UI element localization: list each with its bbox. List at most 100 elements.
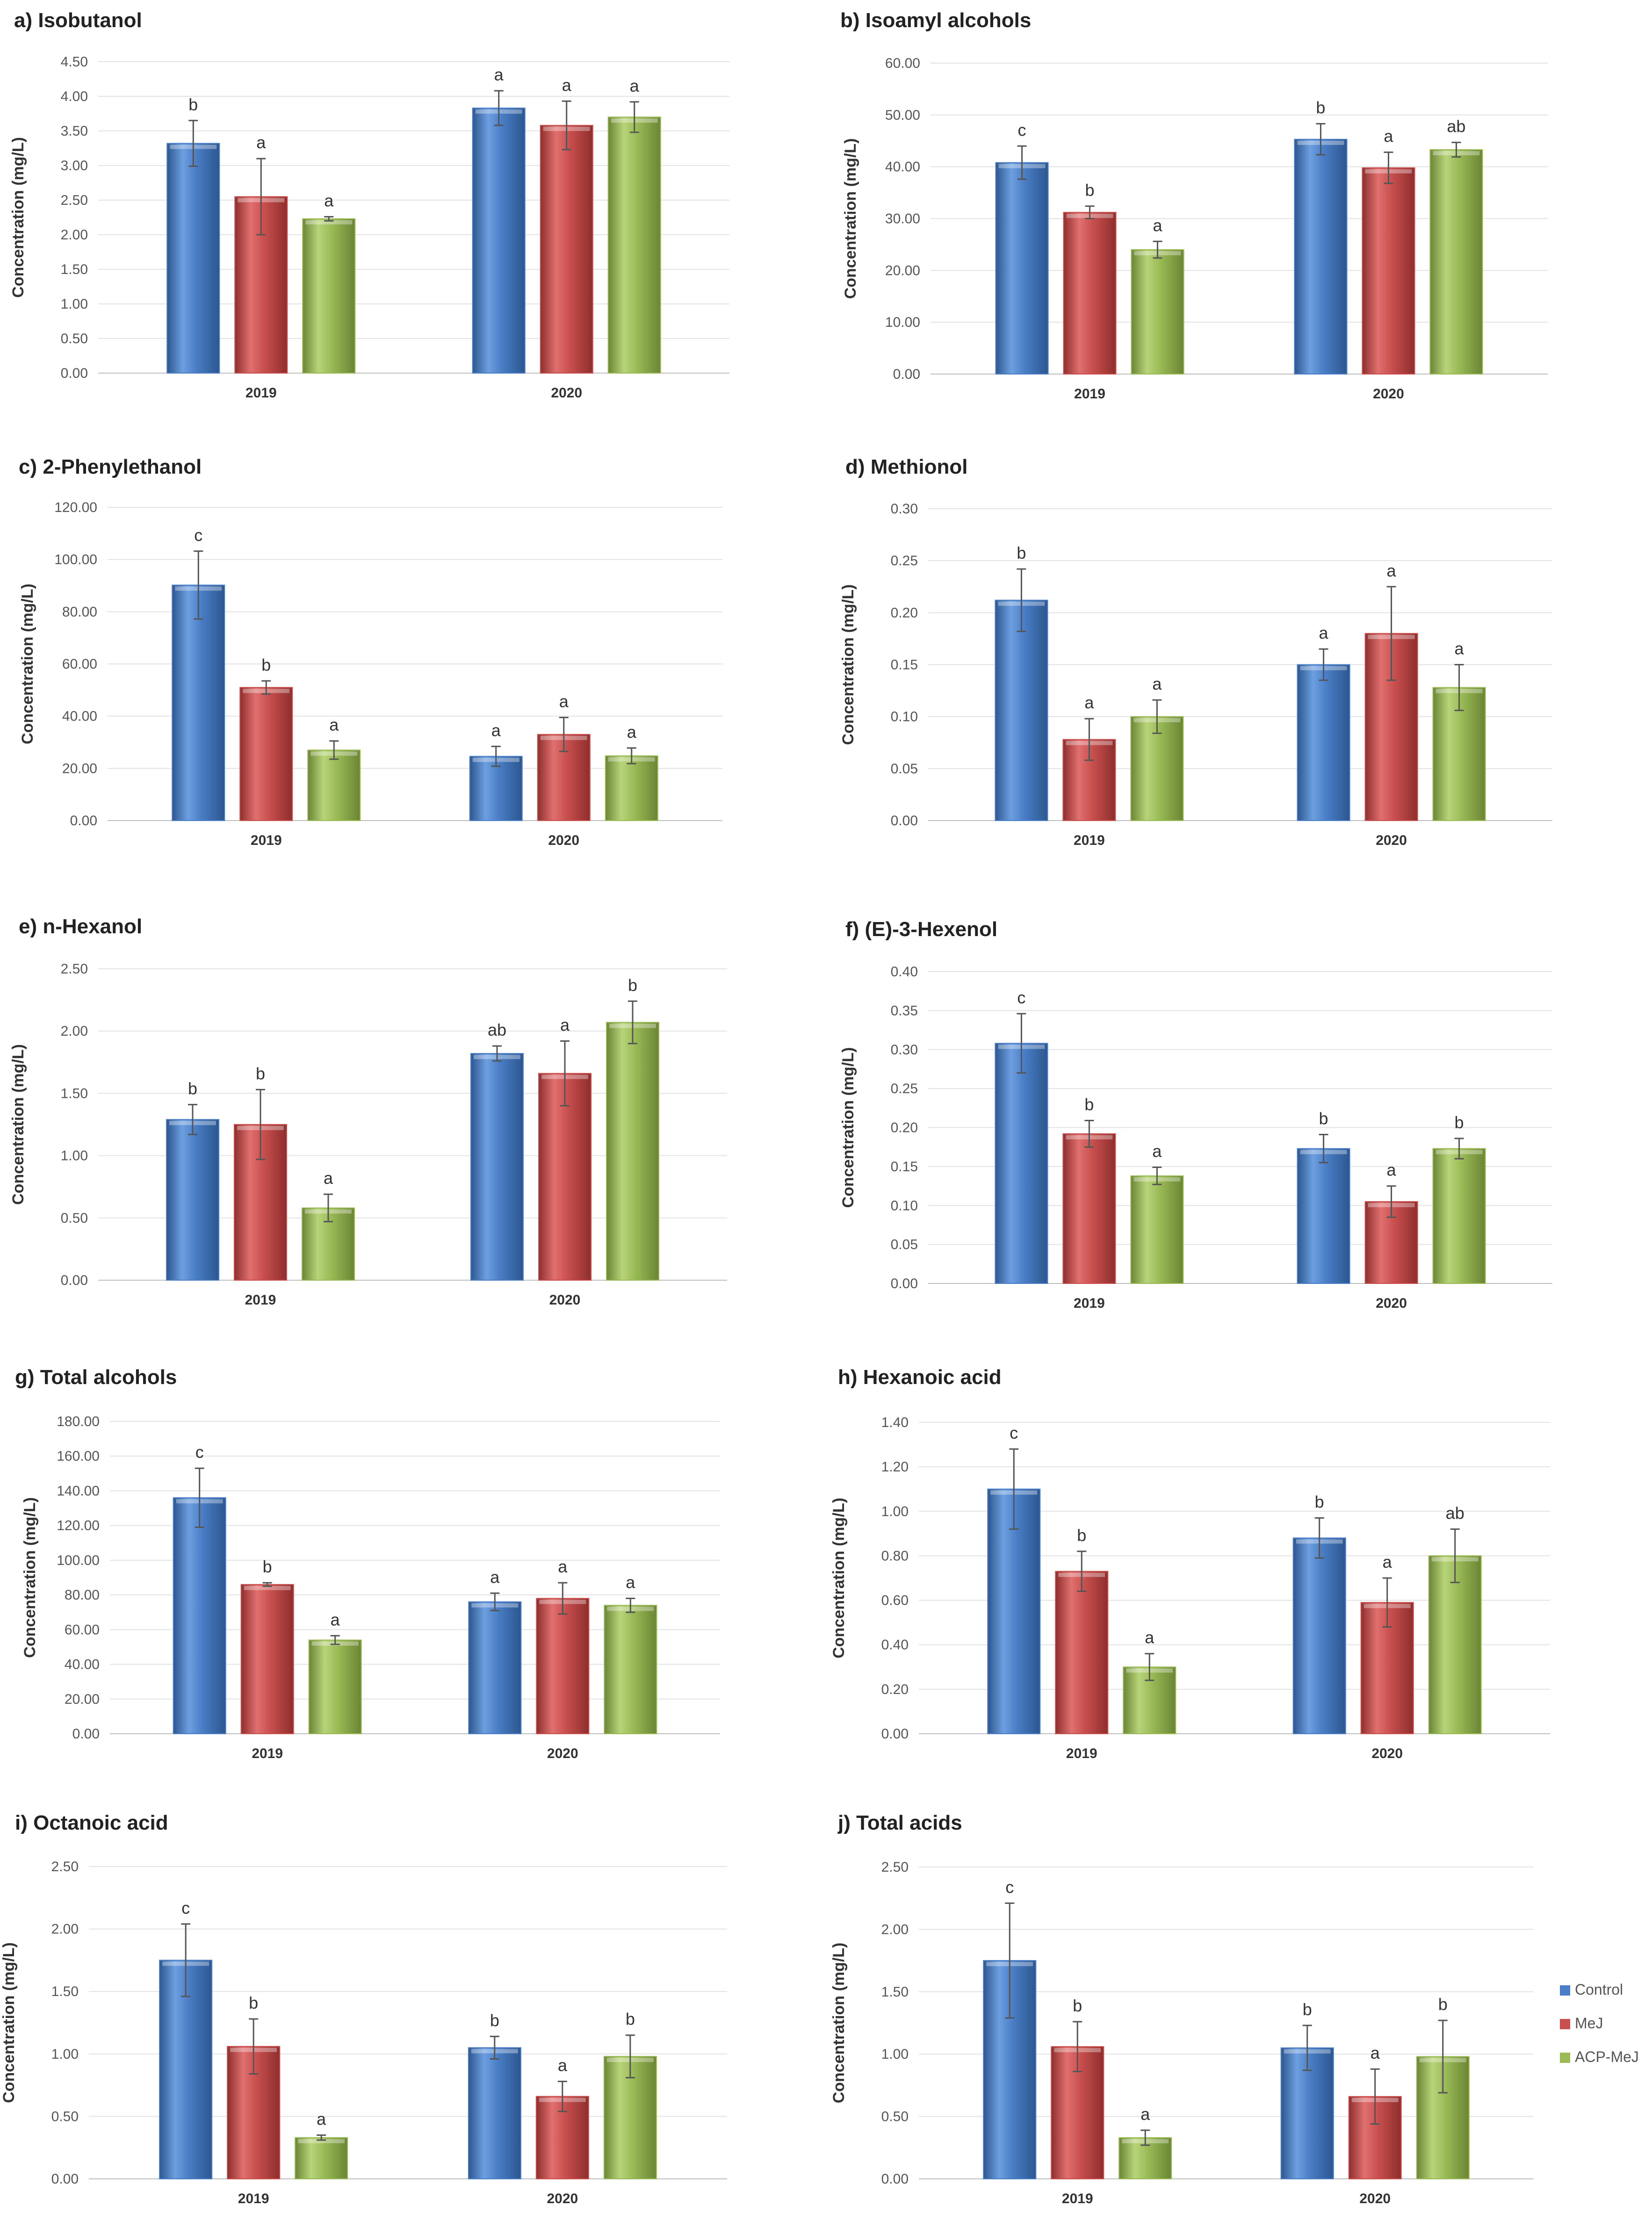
- y-tick-label: 80.00: [65, 1587, 100, 1603]
- y-tick-label: 0.25: [891, 1081, 918, 1096]
- significance-label: b: [1455, 1113, 1464, 1132]
- x-category-label: 2020: [547, 1746, 578, 1761]
- significance-label: b: [188, 95, 198, 114]
- y-tick-label: 4.50: [61, 54, 88, 70]
- significance-label: a: [1152, 1142, 1162, 1161]
- y-tick-label: 40.00: [65, 1657, 100, 1672]
- y-tick-label: 100.00: [57, 1553, 100, 1568]
- bar: [172, 584, 225, 821]
- panel-title: g) Total alcohols: [15, 1366, 177, 1389]
- y-tick-label: 140.00: [57, 1483, 100, 1499]
- bar-highlight: [305, 220, 353, 224]
- bar: [987, 1488, 1041, 1735]
- y-tick-label: 1.20: [881, 1459, 909, 1475]
- y-tick-label: 0.00: [881, 2171, 909, 2187]
- significance-label: a: [1152, 674, 1162, 693]
- y-tick-label: 0.40: [891, 964, 918, 980]
- y-tick-label: 0.20: [891, 1120, 918, 1136]
- y-tick-label: 20.00: [62, 761, 97, 776]
- y-tick-label: 120.00: [54, 500, 97, 515]
- significance-label: a: [1455, 639, 1464, 658]
- y-tick-label: 0.20: [891, 605, 918, 620]
- significance-label: b: [263, 1557, 272, 1576]
- significance-label: a: [626, 1573, 635, 1592]
- bar: [604, 1605, 657, 1734]
- bar: [536, 1598, 590, 1735]
- y-tick-label: 2.00: [61, 227, 88, 243]
- significance-label: a: [627, 722, 637, 742]
- significance-label: c: [1005, 1877, 1014, 1896]
- significance-label: a: [560, 1016, 570, 1035]
- significance-label: a: [1084, 693, 1094, 712]
- significance-label: b: [1438, 1995, 1448, 2014]
- significance-label: b: [1316, 98, 1325, 117]
- y-axis-label: Concentration (mg/L): [21, 1497, 39, 1658]
- significance-label: b: [490, 2011, 499, 2030]
- panel-title: f) (E)-3-Hexenol: [845, 918, 997, 941]
- y-tick-label: 2.00: [881, 1922, 909, 1937]
- significance-label: b: [1077, 1526, 1086, 1545]
- y-tick-label: 1.50: [51, 1984, 79, 1999]
- y-tick-label: 60.00: [885, 56, 920, 71]
- y-tick-label: 120.00: [57, 1518, 100, 1534]
- bar: [1062, 1133, 1116, 1284]
- y-axis-label: Concentration (mg/L): [830, 1498, 848, 1658]
- x-category-label: 2020: [1371, 1746, 1403, 1761]
- chart-panel: c) 2-Phenylethanol 0.00 20.00 40.00 60.00 80.…: [19, 455, 722, 848]
- legend-swatch: [1560, 2019, 1570, 2029]
- x-category-label: 2020: [549, 1292, 581, 1308]
- significance-label: a: [324, 1168, 333, 1188]
- panel-title: c) 2-Phenylethanol: [19, 455, 202, 478]
- y-tick-label: 0.15: [891, 657, 918, 673]
- y-tick-label: 1.40: [881, 1415, 909, 1430]
- y-tick-label: 2.50: [881, 1860, 909, 1875]
- y-tick-label: 2.50: [61, 193, 88, 208]
- y-tick-label: 0.30: [891, 1042, 918, 1058]
- significance-label: b: [1319, 1109, 1328, 1128]
- bar: [173, 1497, 226, 1734]
- y-tick-label: 60.00: [62, 656, 97, 672]
- bar: [307, 750, 361, 821]
- y-tick-label: 30.00: [885, 211, 920, 227]
- significance-label: a: [324, 191, 334, 210]
- significance-label: c: [1018, 120, 1026, 139]
- bar: [472, 108, 526, 374]
- x-category-label: 2020: [1359, 2191, 1391, 2206]
- significance-label: c: [1010, 1423, 1018, 1442]
- bar: [166, 143, 220, 374]
- significance-label: b: [1085, 180, 1095, 200]
- y-tick-label: 0.50: [61, 331, 88, 346]
- y-tick-label: 0.40: [881, 1637, 909, 1653]
- y-tick-label: 40.00: [62, 709, 97, 724]
- bar: [1131, 249, 1184, 375]
- significance-label: a: [562, 75, 572, 94]
- chart-panel: i) Octanoic acid 0.00 0.50 1.00 1.50 2.00 2.50…: [0, 1811, 727, 2206]
- bar: [1063, 212, 1117, 375]
- significance-label: b: [1073, 1996, 1082, 2015]
- y-tick-label: 2.50: [61, 961, 88, 977]
- x-category-label: 2020: [547, 2191, 578, 2206]
- significance-label: b: [1315, 1492, 1324, 1512]
- significance-label: a: [1153, 216, 1163, 235]
- chart-panel: a) Isobutanol 0.00 0.50 1.00 1.50 2.00 2.50 3.0…: [9, 9, 729, 401]
- chart-panel: j) Total acids 0.00 0.50 1.00 1.50 2.00 2.50 Co…: [830, 1811, 1534, 2206]
- bar: [1362, 167, 1415, 375]
- significance-label: a: [630, 76, 640, 95]
- significance-label: b: [626, 2010, 635, 2029]
- significance-label: a: [317, 2109, 326, 2128]
- bar: [607, 116, 661, 374]
- significance-label: ab: [1446, 1503, 1464, 1522]
- x-category-label: 2019: [1074, 386, 1105, 402]
- significance-label: a: [1145, 1628, 1154, 1647]
- bar: [1292, 1537, 1346, 1734]
- y-tick-label: 0.20: [881, 1682, 909, 1697]
- significance-label: a: [1387, 561, 1397, 580]
- y-tick-label: 2.00: [61, 1024, 88, 1039]
- significance-label: a: [329, 715, 339, 735]
- y-tick-label: 2.50: [51, 1859, 79, 1874]
- significance-label: a: [558, 1557, 568, 1576]
- y-tick-label: 0.50: [61, 1211, 88, 1226]
- y-tick-label: 10.00: [885, 315, 920, 330]
- y-axis-label: Concentration (mg/L): [842, 138, 859, 299]
